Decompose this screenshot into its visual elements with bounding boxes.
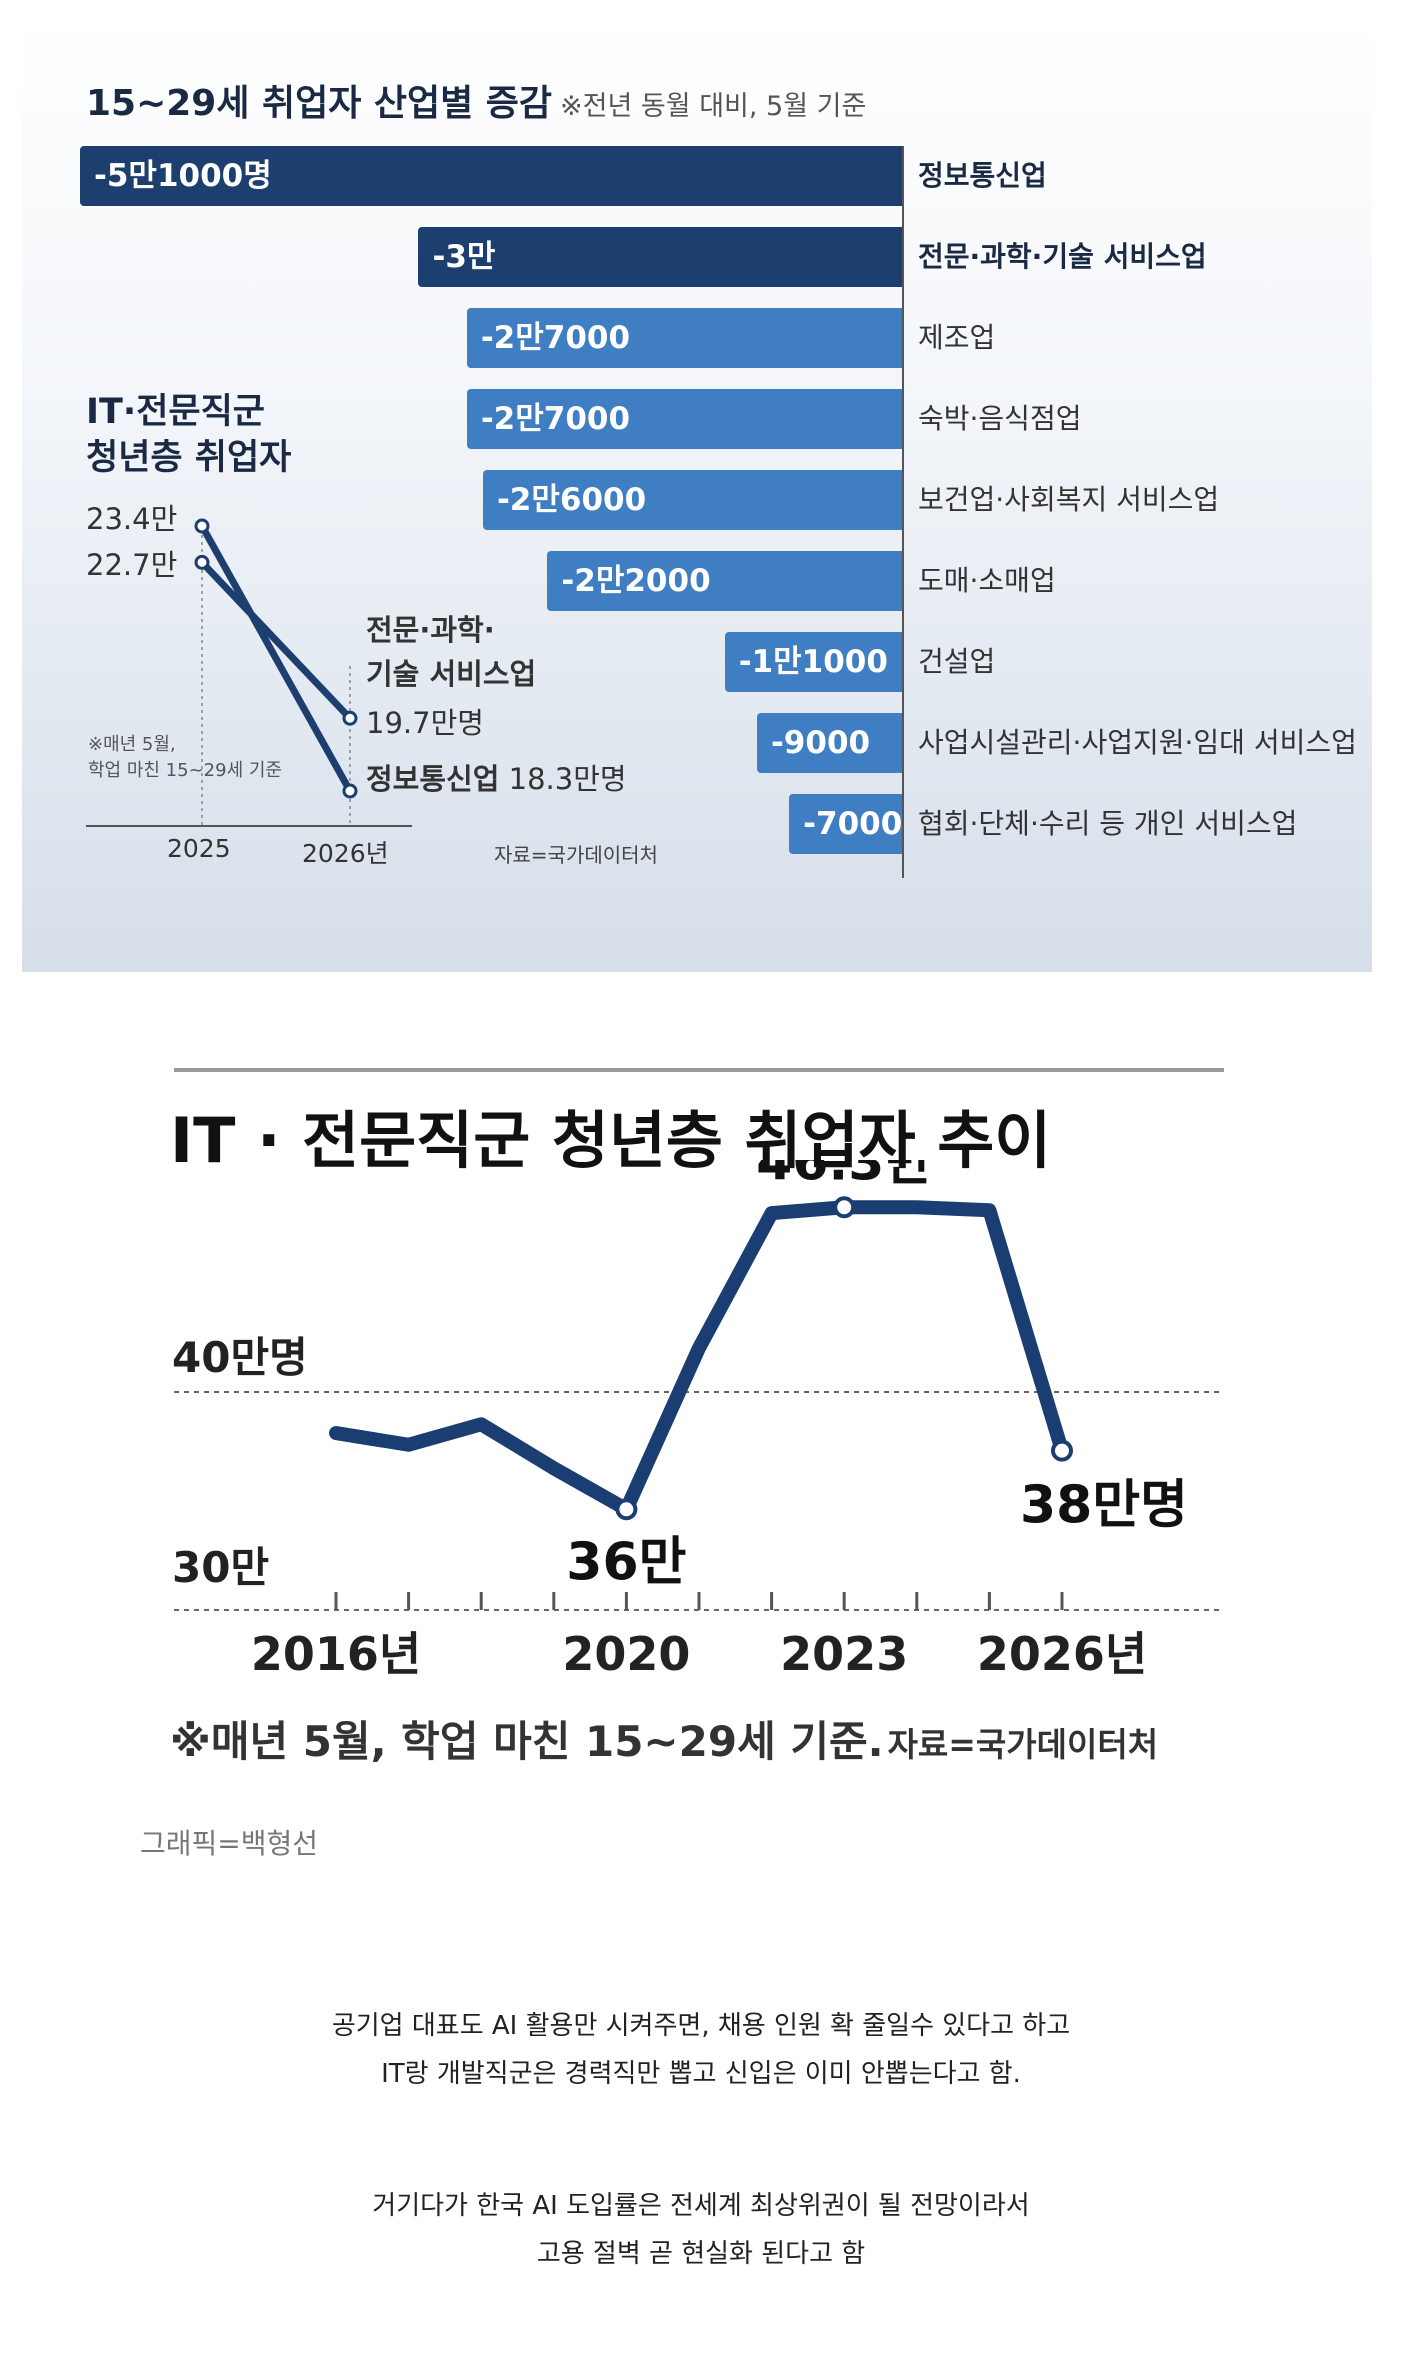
source-label: 자료=국가데이터처 — [494, 843, 658, 867]
bar-category-label: 도매·소매업 — [918, 564, 1056, 597]
inset-point — [342, 710, 358, 726]
trend-footnote: ※매년 5월, 학업 마친 15~29세 기준. 자료=국가데이터처 — [170, 1708, 1158, 1769]
chart-subtitle: ※전년 동월 대비, 5월 기준 — [560, 91, 867, 122]
bar: -7000 — [789, 794, 902, 854]
paragraph-line: 고용 절벽 곧 현실화 된다고 함 — [536, 2239, 866, 2269]
bar-value-label: -2만7000 — [480, 320, 631, 356]
bar-category-label: 보건업·사회복지 서비스업 — [918, 483, 1220, 516]
zero-axis-line — [902, 146, 904, 878]
inset-series-line — [198, 522, 354, 795]
bar-category-label: 제조업 — [918, 321, 996, 354]
paragraph-line: 거기다가 한국 AI 도입률은 전세계 최상위권이 될 전망이라서 — [372, 2191, 1030, 2221]
bar: -2만2000 — [547, 551, 902, 611]
bar: -5만1000명 — [80, 146, 902, 206]
reference-label: 40만명 — [172, 1333, 308, 1382]
inset-title: IT·전문직군 청년층 취업자 — [86, 389, 291, 481]
inset-series-label-sci: 전문·과학· 기술 서비스업 — [366, 613, 537, 691]
bar: -9000 — [756, 713, 902, 773]
body-paragraph: 공기업 대표도 AI 활용만 시켜주면, 채용 인원 확 줄일수 있다고 하고 … — [0, 2002, 1402, 2098]
inset-footnote: ※매년 5월, 학업 마친 15~29세 기준 — [88, 732, 282, 784]
inset-start-label-sci: 22.7만 — [86, 548, 178, 582]
inset-end-label-sci: 19.7만명 — [366, 706, 484, 740]
trend-point — [615, 1498, 638, 1521]
paragraph-line: IT랑 개발직군은 경력직만 뽑고 신입은 이미 안뽑는다고 함. — [381, 2059, 1021, 2089]
bar-value-label: -3만 — [432, 239, 496, 275]
x-tick-label: 2016년 — [251, 1627, 421, 1681]
inset-x-tick-2025: 2025 — [167, 834, 231, 863]
inset-series-label-ict: 정보통신업 18.3만명 — [366, 756, 627, 798]
bar-category-label: 정보통신업 — [918, 159, 1047, 192]
bar: -3만 — [418, 227, 902, 287]
trend-line-chart: 40만명 30만 2016년 2020 2023 2026년 36만 46.3만 38만명 — [172, 1160, 1224, 1681]
bar-value-label: -2만6000 — [496, 482, 647, 518]
paragraph-line: 공기업 대표도 AI 활용만 시켜주면, 채용 인원 확 줄일수 있다고 하고 — [331, 2011, 1071, 2041]
trend-point-label: 38만명 — [1020, 1476, 1188, 1536]
bar-category-label: 건설업 — [918, 645, 996, 678]
inset-footnote-line: 학업 마친 15~29세 기준 — [88, 760, 282, 781]
inset-point — [342, 783, 358, 799]
bar-value-label: -2만2000 — [561, 563, 711, 599]
inset-line-chart — [86, 518, 412, 827]
bar-value-label: -2만7000 — [480, 401, 631, 437]
bar-category-label: 사업시설관리·사업지원·임대 서비스업 — [918, 726, 1357, 759]
x-tick-label: 2020 — [562, 1627, 690, 1681]
reference-label: 30만 — [172, 1543, 269, 1592]
trend-point — [1051, 1439, 1073, 1462]
inset-x-tick-2026: 2026년 — [302, 839, 389, 868]
industry-chart-panel: 15~29세 취업자 산업별 증감 ※전년 동월 대비, 5월 기준 -5만100… — [22, 16, 1372, 972]
inset-start-label-ict: 23.4만 — [86, 502, 178, 536]
bar-value-label: -7000 — [803, 806, 903, 842]
trend-source: 자료=국가데이터처 — [887, 1725, 1159, 1764]
inset-end-label-ict: 18.3만명 — [508, 762, 627, 796]
body-paragraph: 거기다가 한국 AI 도입률은 전세계 최상위권이 될 전망이라서 고용 절벽 … — [0, 2182, 1402, 2278]
bar: -1만1000 — [724, 632, 902, 692]
trend-series-line — [329, 1200, 1069, 1517]
bar: -2만7000 — [466, 389, 902, 449]
bar: -2만7000 — [466, 308, 902, 368]
bar: -2만6000 — [482, 470, 902, 530]
trend-point — [833, 1196, 856, 1219]
chart-title: 15~29세 취업자 산업별 증감 ※전년 동월 대비, 5월 기준 — [86, 74, 866, 126]
bar-value-label: -5만1000명 — [94, 158, 272, 194]
inset-series-name-ict: 정보통신업 — [366, 762, 500, 796]
inset-point — [194, 518, 210, 534]
trend-chart-title: IT · 전문직군 청년층 취업자 추이 — [170, 1104, 1052, 1177]
trend-point-label: 36만 — [566, 1532, 686, 1592]
bar-value-label: -1만1000 — [738, 644, 888, 680]
x-tick-label: 2026년 — [977, 1627, 1147, 1681]
bar-category-label: 전문·과학·기술 서비스업 — [918, 240, 1207, 273]
trend-footnote-text: ※매년 5월, 학업 마친 15~29세 기준. — [170, 1717, 884, 1766]
graphic-credit: 그래픽=백형선 — [140, 1827, 319, 1860]
x-tick-label: 2023 — [780, 1627, 908, 1681]
inset-point — [194, 554, 210, 570]
bar-category-label: 숙박·음식점업 — [918, 402, 1082, 435]
chart-title-text: 15~29세 취업자 산업별 증감 — [86, 83, 553, 124]
title-rule — [174, 1068, 1224, 1072]
bar-category-label: 협회·단체·수리 등 개인 서비스업 — [918, 807, 1298, 840]
inset-footnote-line: ※매년 5월, — [88, 734, 176, 755]
inset-series-line — [198, 558, 354, 722]
inset-title-text: IT·전문직군 청년층 취업자 — [86, 392, 292, 478]
bar-value-label: -9000 — [770, 725, 871, 761]
trend-point-label: 46.3만 — [756, 1160, 932, 1192]
